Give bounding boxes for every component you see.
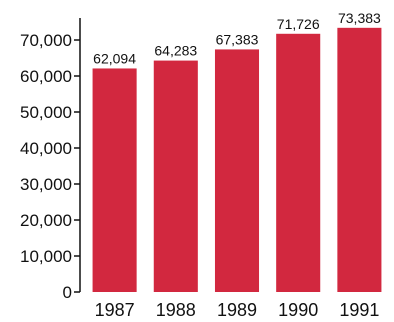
data-label: 73,383 [338, 10, 381, 26]
data-label: 64,283 [154, 43, 197, 59]
x-tick-label: 1991 [339, 300, 379, 320]
bars [92, 27, 382, 293]
data-label: 71,726 [277, 16, 320, 32]
bar [214, 49, 260, 292]
x-tick-label: 1988 [156, 300, 196, 320]
bar [276, 33, 321, 292]
x-tick-label: 1987 [95, 300, 135, 320]
y-tick-label: 0 [63, 283, 72, 302]
x-tick-label: 1989 [217, 300, 257, 320]
data-label: 62,094 [93, 50, 136, 66]
x-tick-label: 1990 [278, 300, 318, 320]
bar [92, 68, 137, 292]
y-tick-label: 20,000 [20, 211, 72, 230]
y-tick-label: 60,000 [20, 67, 72, 86]
y-tick-label: 50,000 [20, 103, 72, 122]
data-label: 67,383 [216, 31, 259, 47]
bar [153, 60, 198, 292]
y-tick-label: 10,000 [20, 247, 72, 266]
bar [337, 27, 382, 293]
y-axis: 0 10,000 20,000 30,000 40,000 50,000 60,000 70,… [20, 18, 81, 302]
x-axis: 1987 1988 1989 1990 1991 [95, 300, 380, 320]
y-tick-label: 30,000 [20, 175, 72, 194]
y-tick-label: 70,000 [20, 31, 72, 50]
data-labels: 62,094 64,283 67,383 71,726 73,383 [93, 10, 381, 67]
y-tick-label: 40,000 [20, 139, 72, 158]
